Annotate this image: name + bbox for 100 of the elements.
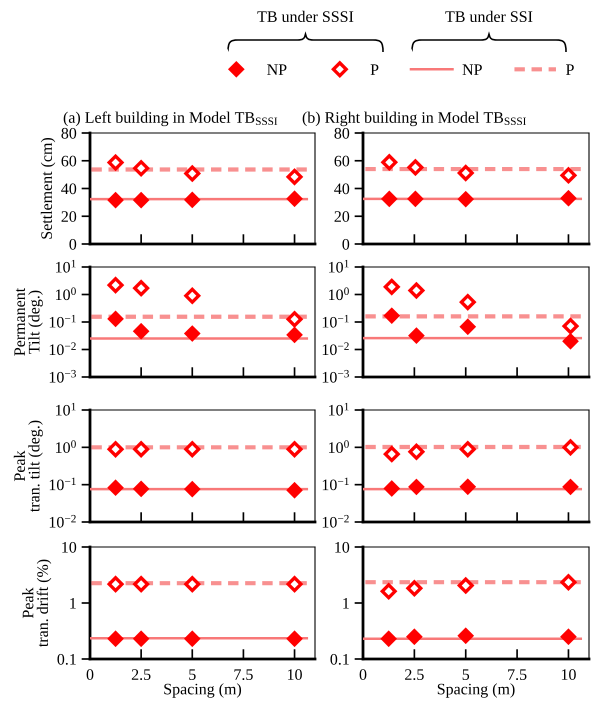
x-axis-title: Spacing (m) xyxy=(164,683,242,698)
point xyxy=(560,167,577,184)
point xyxy=(286,326,303,343)
point xyxy=(184,192,200,208)
y-tick-label: 10$^{−2}$ xyxy=(322,342,349,356)
point xyxy=(108,154,124,171)
x-tick-label: 5 xyxy=(189,669,196,680)
x-tick-label: 7.5 xyxy=(234,669,253,680)
point xyxy=(286,441,303,458)
point xyxy=(384,480,400,497)
point xyxy=(408,282,424,299)
point xyxy=(286,190,303,207)
point xyxy=(562,478,579,495)
point xyxy=(286,482,303,498)
y-tick-label: 20 xyxy=(62,211,76,222)
point xyxy=(408,478,424,495)
y-tick-label: 10$^{1}$ xyxy=(329,260,349,273)
point xyxy=(108,310,124,327)
point xyxy=(381,154,398,170)
y-tick-label: 10$^{−1}$ xyxy=(322,478,349,490)
point xyxy=(560,574,577,590)
y-tick-label: 10$^{0}$ xyxy=(329,440,349,453)
y-tick-label: 10$^{−2}$ xyxy=(50,514,76,528)
point xyxy=(458,164,474,182)
point xyxy=(184,165,200,182)
point xyxy=(460,478,476,495)
y-axis-title: Permanent Tilt (deg.) xyxy=(14,288,43,356)
point xyxy=(406,628,422,645)
y-tick-label: 20 xyxy=(334,211,350,222)
x-tick-label: 2.5 xyxy=(405,669,424,680)
y-tick-label: 10$^{1}$ xyxy=(56,402,76,416)
y-tick-label: 0.1 xyxy=(57,654,76,665)
point xyxy=(407,190,424,207)
x-tick-label: 0 xyxy=(360,669,366,680)
point xyxy=(380,583,397,600)
x-tick-label: 5 xyxy=(462,669,470,680)
x-tick-label: 10 xyxy=(562,669,576,680)
legend-label: NP xyxy=(267,64,286,75)
point xyxy=(133,480,150,497)
y-tick-label: 1 xyxy=(343,598,349,609)
point xyxy=(384,308,400,324)
point xyxy=(460,318,476,335)
y-tick-label: 40 xyxy=(334,183,350,194)
point xyxy=(562,318,579,334)
y-tick-label: 0 xyxy=(69,238,76,250)
y-tick-label: 10$^{−1}$ xyxy=(50,314,76,328)
point xyxy=(458,577,474,594)
y-tick-label: 10$^{−1}$ xyxy=(322,314,349,328)
point xyxy=(562,333,579,350)
point xyxy=(380,630,397,647)
point xyxy=(133,323,150,340)
point xyxy=(560,190,577,206)
y-axis-title: Settlement (cm) xyxy=(40,138,56,239)
point xyxy=(562,439,579,456)
y-tick-label: 10$^{−3}$ xyxy=(50,370,76,383)
y-tick-label: 10$^{−1}$ xyxy=(50,478,76,490)
point xyxy=(381,190,398,207)
text: TB under SSI xyxy=(445,10,532,22)
point xyxy=(560,628,577,645)
x-tick-label: 7.5 xyxy=(508,669,526,680)
x-axis-title: Spacing (m) xyxy=(438,683,515,698)
y-tick-label: 10$^{−3}$ xyxy=(322,370,349,383)
y-tick-label: 80 xyxy=(334,128,350,139)
y-tick-label: 10 xyxy=(62,542,76,553)
point xyxy=(108,277,124,294)
y-tick-label: 60 xyxy=(334,156,350,166)
y-tick-label: 40 xyxy=(61,183,76,194)
point xyxy=(460,441,476,458)
point xyxy=(184,325,200,342)
legend-label: P xyxy=(566,64,574,75)
x-tick-label: 0 xyxy=(86,669,94,680)
y-tick-label: 10$^{0}$ xyxy=(56,440,76,453)
point xyxy=(384,278,400,295)
y-tick-label: 1 xyxy=(70,598,76,609)
chart-title: (a) Left building in Model TB$_{SSSI}$ xyxy=(64,111,278,126)
point xyxy=(460,294,476,310)
y-tick-label: 10$^{0}$ xyxy=(56,287,76,300)
y-tick-label: 0.1 xyxy=(330,654,349,665)
legend-label: NP xyxy=(462,64,482,75)
text: TB under SSSI xyxy=(257,10,354,22)
point xyxy=(108,480,124,496)
legend-label: P xyxy=(370,64,378,75)
y-axis-title: Peak tran. tilt (deg.) xyxy=(14,420,43,512)
y-tick-label: 10$^{1}$ xyxy=(329,402,349,416)
y-tick-label: 10 xyxy=(335,542,350,553)
point xyxy=(408,444,424,460)
point xyxy=(184,481,200,498)
y-axis-title: Peak tran. drift (%) xyxy=(22,560,52,647)
point xyxy=(406,580,422,596)
point xyxy=(286,168,303,185)
point xyxy=(133,192,150,208)
point xyxy=(458,191,474,208)
point xyxy=(408,328,424,344)
point xyxy=(286,311,303,328)
point xyxy=(384,446,400,462)
y-tick-label: 0 xyxy=(342,238,350,250)
point xyxy=(184,288,200,304)
point xyxy=(133,280,150,296)
y-tick-label: 10$^{0}$ xyxy=(329,287,349,300)
point xyxy=(108,192,124,208)
